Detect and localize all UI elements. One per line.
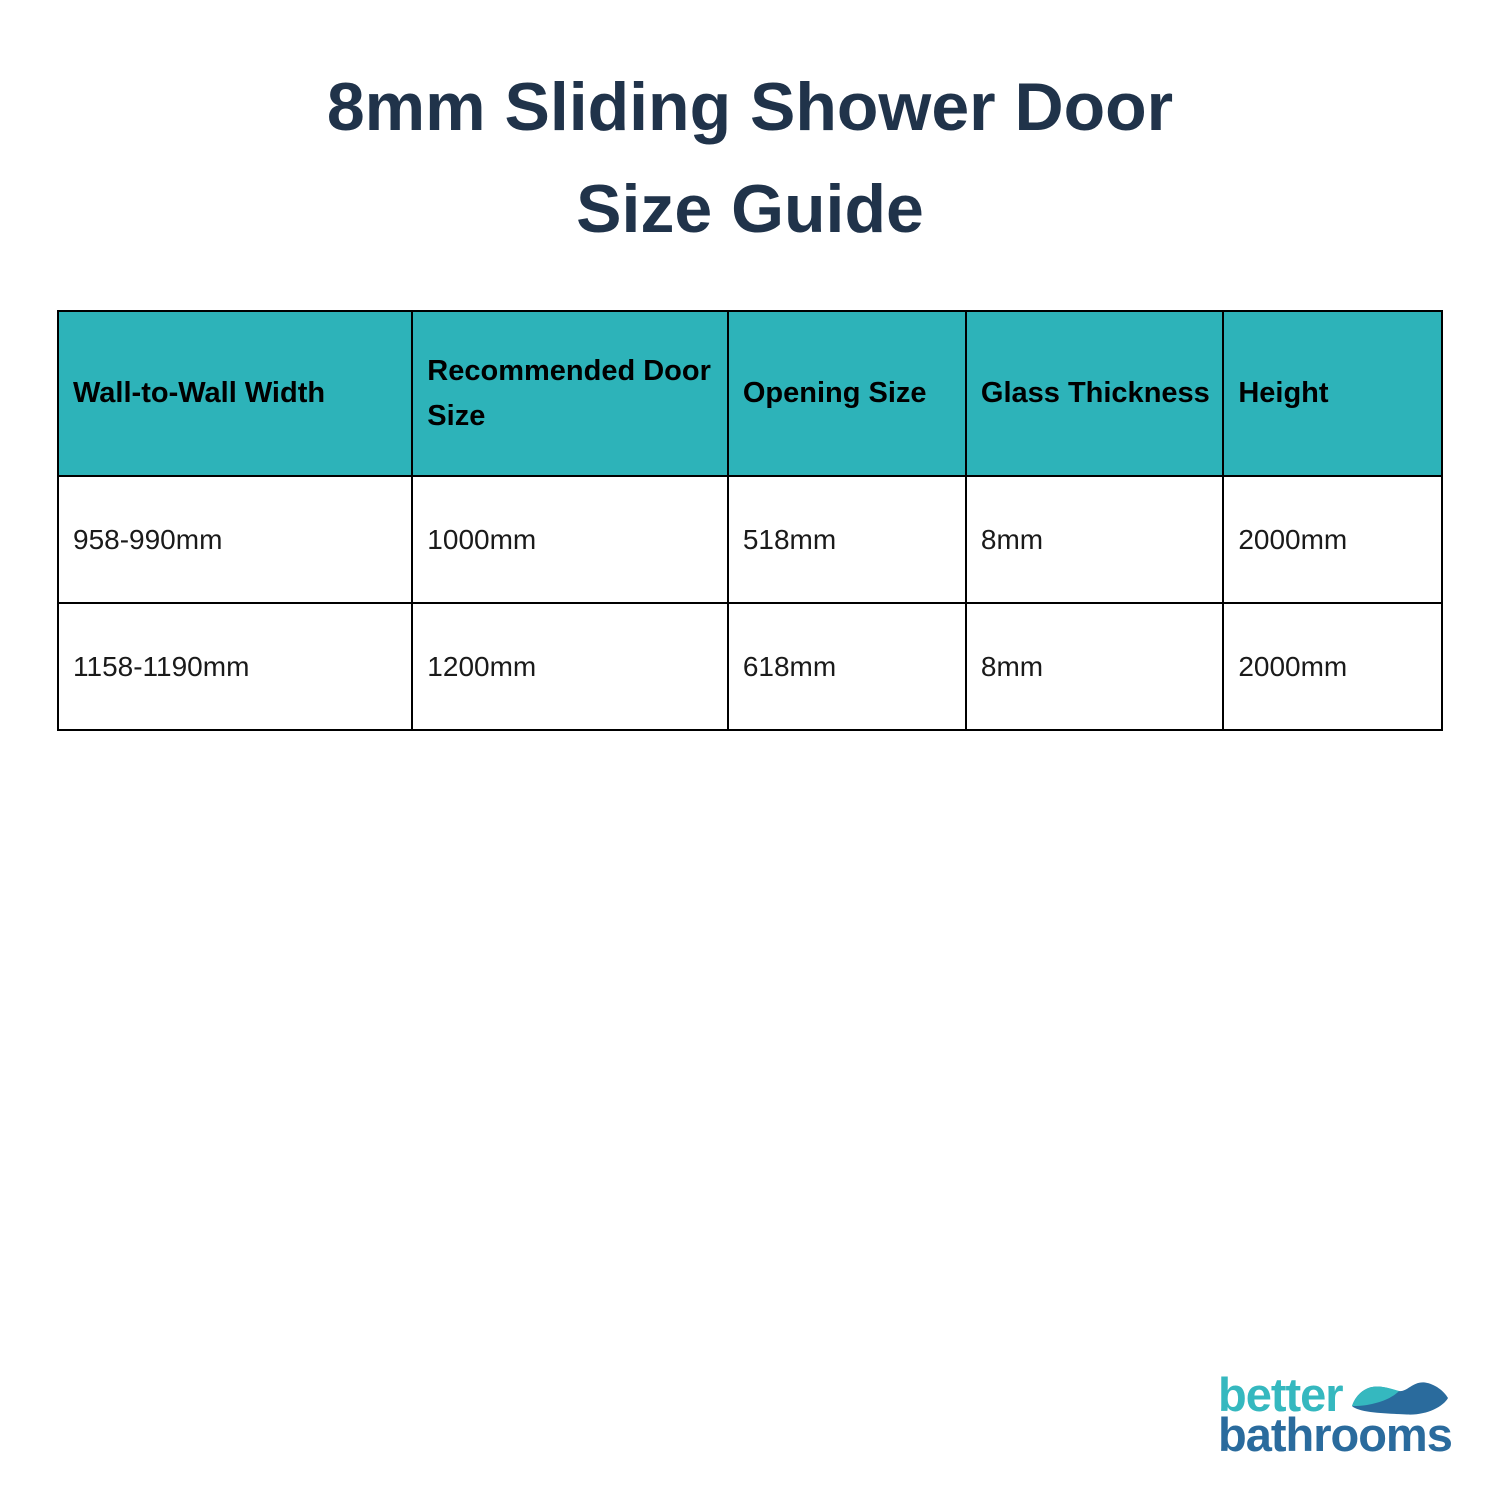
cell-recommended-door-size: 1000mm [411, 475, 729, 604]
size-guide-table: Wall-to-Wall Width Recommended Door Size… [56, 310, 1443, 731]
page-title: 8mm Sliding Shower Door Size Guide [0, 0, 1500, 260]
table-row: 958-990mm 1000mm 518mm 8mm 2000mm [56, 475, 1443, 604]
bath-wave-icon [1351, 1381, 1448, 1415]
cell-height: 2000mm [1222, 602, 1443, 731]
cell-opening-size: 518mm [726, 475, 967, 604]
logo-word-better: better [1218, 1368, 1344, 1421]
cell-recommended-door-size: 1200mm [411, 602, 729, 731]
cell-glass-thickness: 8mm [964, 602, 1225, 731]
column-header-wall-to-wall-width: Wall-to-Wall Width [56, 310, 414, 477]
better-bathrooms-logo: better bathrooms [1218, 1371, 1463, 1458]
cell-wall-to-wall-width: 958-990mm [56, 475, 414, 604]
page-title-line2: Size Guide [576, 171, 924, 247]
table-row: 1158-1190mm 1200mm 618mm 8mm 2000mm [56, 602, 1443, 731]
cell-height: 2000mm [1222, 475, 1443, 604]
page-title-line1: 8mm Sliding Shower Door [326, 69, 1174, 145]
column-header-recommended-door-size: Recommended Door Size [411, 310, 729, 477]
cell-wall-to-wall-width: 1158-1190mm [56, 602, 414, 731]
logo-top-row: better [1218, 1371, 1463, 1418]
logo-word-bathrooms: bathrooms [1218, 1408, 1453, 1461]
cell-glass-thickness: 8mm [964, 475, 1225, 604]
column-header-height: Height [1222, 310, 1443, 477]
cell-opening-size: 618mm [726, 602, 967, 731]
table-header-row: Wall-to-Wall Width Recommended Door Size… [56, 310, 1443, 477]
column-header-glass-thickness: Glass Thickness [964, 310, 1225, 477]
size-guide-table-container: Wall-to-Wall Width Recommended Door Size… [56, 310, 1443, 731]
column-header-opening-size: Opening Size [726, 310, 967, 477]
